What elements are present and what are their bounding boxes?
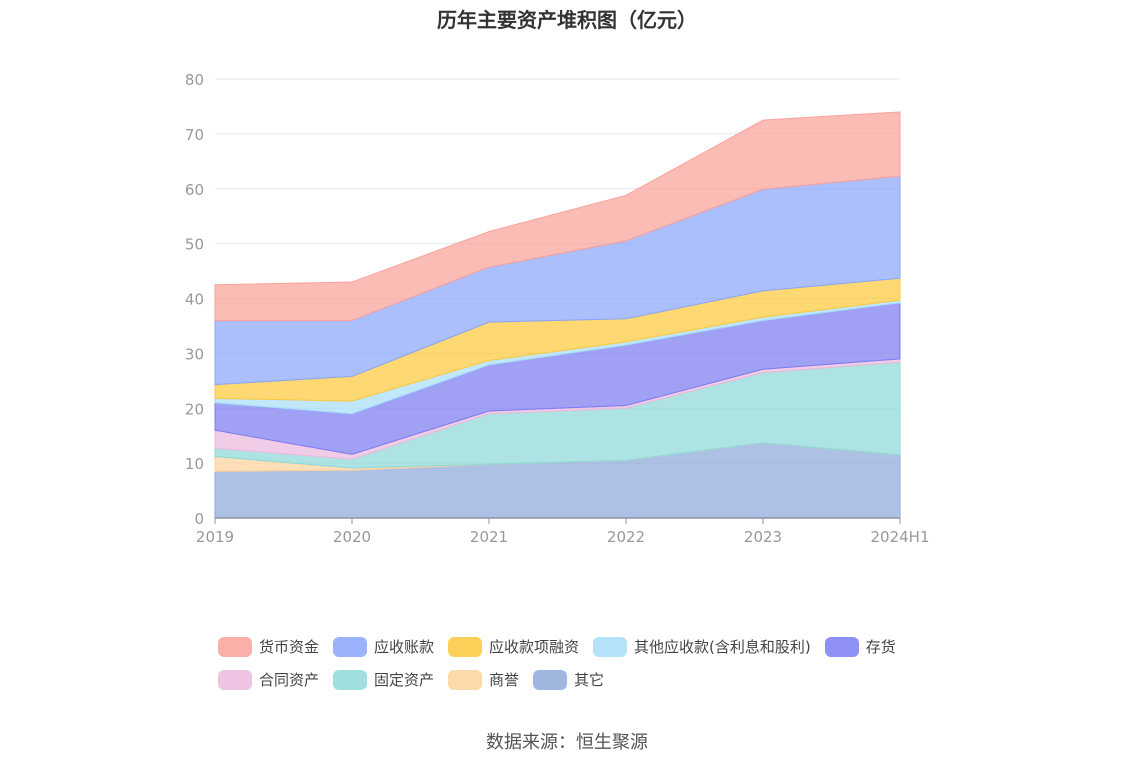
legend-swatch xyxy=(218,636,252,657)
legend-label: 货币资金 xyxy=(259,638,320,656)
y-tick-label: 40 xyxy=(185,291,204,309)
x-tick-label: 2023 xyxy=(744,528,782,546)
x-tick-label: 2021 xyxy=(470,528,508,546)
legend-swatch xyxy=(448,636,483,657)
legend-swatch xyxy=(333,669,368,690)
legend-item[interactable]: 存货 xyxy=(824,636,896,657)
legend-row: 货币资金 应收账款 应收款项融资 其他应收款(含利息和股利) 存货 xyxy=(218,630,978,663)
axes: 0 10 20 30 40 50 60 70 80 2019 2020 2021 2022 2023 202… xyxy=(185,71,930,546)
legend-label: 其他应收款(含利息和股利) xyxy=(634,638,811,656)
legend-item[interactable]: 其它 xyxy=(533,669,604,690)
legend-label: 其它 xyxy=(574,671,605,689)
legend-label: 合同资产 xyxy=(259,671,320,689)
legend-swatch xyxy=(448,669,483,690)
x-tick-label: 2019 xyxy=(196,528,234,546)
series-areas xyxy=(214,111,901,519)
legend-item[interactable]: 合同资产 xyxy=(218,669,319,690)
legend-item[interactable]: 商誉 xyxy=(448,669,519,690)
legend-swatch xyxy=(593,636,628,657)
legend-item[interactable]: 固定资产 xyxy=(333,669,434,690)
legend-label: 存货 xyxy=(865,638,896,656)
legend-row: 合同资产 固定资产 商誉 其它 xyxy=(218,663,978,696)
legend: 货币资金 应收账款 应收款项融资 其他应收款(含利息和股利) 存货 合同资产 固定资产 商誉… xyxy=(218,630,978,696)
legend-item[interactable]: 货币资金 xyxy=(218,636,319,657)
data-source: 数据来源：恒生聚源 xyxy=(486,732,648,753)
legend-swatch xyxy=(824,636,859,657)
y-tick-label: 50 xyxy=(185,236,204,254)
y-tick-label: 60 xyxy=(185,181,204,199)
x-tick-label: 2024H1 xyxy=(871,528,930,546)
legend-label: 应收账款 xyxy=(374,638,435,656)
y-tick-label: 0 xyxy=(194,510,204,528)
legend-item[interactable]: 应收款项融资 xyxy=(448,636,579,657)
legend-label: 应收款项融资 xyxy=(489,638,580,656)
legend-item[interactable]: 应收账款 xyxy=(333,636,434,657)
y-tick-label: 10 xyxy=(185,455,204,473)
legend-swatch xyxy=(218,669,252,690)
stacked-area-chart: 0 10 20 30 40 50 60 70 80 2019 2020 2021 2022 2023 202… xyxy=(185,71,930,546)
legend-swatch xyxy=(333,636,368,657)
x-tick-label: 2020 xyxy=(333,528,371,546)
legend-swatch xyxy=(533,669,568,690)
chart-title: 历年主要资产堆积图（亿元） xyxy=(437,8,697,32)
legend-item[interactable]: 其他应收款(含利息和股利) xyxy=(593,636,811,657)
series-area xyxy=(214,111,901,321)
y-tick-label: 70 xyxy=(185,126,204,144)
x-tick-label: 2022 xyxy=(607,528,645,546)
y-tick-label: 30 xyxy=(185,345,204,363)
y-tick-label: 20 xyxy=(185,400,204,418)
legend-label: 商誉 xyxy=(489,671,520,689)
y-tick-label: 80 xyxy=(185,71,204,89)
legend-label: 固定资产 xyxy=(374,671,435,689)
